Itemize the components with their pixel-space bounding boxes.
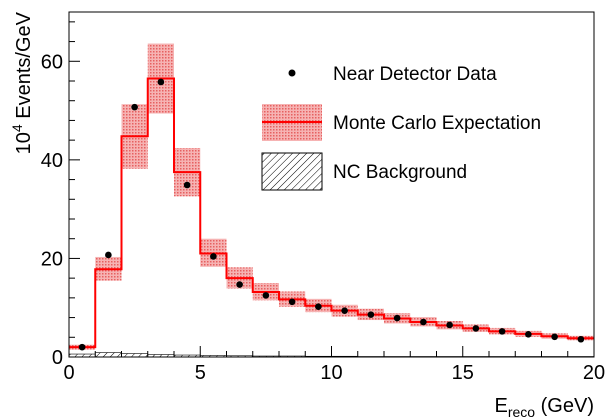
data-point bbox=[472, 325, 480, 332]
data-point bbox=[446, 321, 453, 329]
legend: Near Detector Data Monte Carlo Expectati… bbox=[261, 64, 541, 191]
y-axis-title-rest: Events/GeV bbox=[13, 11, 35, 124]
legend-data-label: Near Detector Data bbox=[333, 64, 497, 85]
data-point bbox=[341, 307, 348, 314]
y-tick-label: 60 bbox=[41, 51, 63, 73]
x-axis-title: Ereco (GeV) bbox=[495, 395, 594, 420]
legend-item-mc: Monte Carlo Expectation bbox=[262, 104, 541, 141]
data-point bbox=[551, 333, 558, 341]
data-points bbox=[78, 78, 585, 351]
y-tick-label: 20 bbox=[41, 248, 63, 270]
data-point bbox=[315, 303, 322, 311]
y-axis-title-sup: 4 bbox=[9, 124, 25, 132]
y-tick-label: 40 bbox=[41, 150, 63, 172]
nc-background-bin bbox=[121, 353, 149, 358]
data-point bbox=[157, 78, 165, 86]
legend-mc-label: Monte Carlo Expectation bbox=[333, 113, 541, 134]
y-axis-title: 104 Events/GeV bbox=[9, 11, 35, 154]
y-tick-label: 0 bbox=[52, 347, 63, 369]
data-point bbox=[525, 331, 532, 338]
data-point bbox=[367, 311, 375, 318]
legend-data-marker bbox=[288, 69, 296, 77]
data-point bbox=[288, 298, 296, 306]
x-axis-title-rest: (GeV) bbox=[535, 395, 594, 417]
data-point bbox=[498, 328, 506, 335]
data-point bbox=[262, 292, 270, 299]
x-tick-label: 5 bbox=[195, 362, 206, 384]
data-point bbox=[131, 103, 138, 111]
legend-nc-swatch bbox=[261, 152, 323, 191]
data-point bbox=[393, 314, 401, 322]
nc-background-bin bbox=[94, 352, 122, 358]
data-point bbox=[236, 281, 243, 288]
x-axis-title-main: E bbox=[495, 395, 508, 417]
legend-nc-label: NC Background bbox=[333, 162, 467, 183]
data-point bbox=[105, 251, 112, 259]
data-point bbox=[183, 181, 191, 189]
x-tick-label: 15 bbox=[452, 362, 474, 384]
data-point bbox=[420, 318, 427, 326]
y-axis-title-main: 10 bbox=[13, 132, 35, 154]
data-point bbox=[78, 343, 86, 351]
x-axis-title-sub: reco bbox=[508, 404, 535, 420]
x-tick-label: 10 bbox=[320, 362, 342, 384]
legend-item-nc: NC Background bbox=[261, 152, 467, 191]
data-point bbox=[210, 253, 217, 260]
x-tick-label: 20 bbox=[583, 362, 605, 384]
data-point bbox=[577, 335, 585, 343]
x-tick-label: 0 bbox=[63, 362, 74, 384]
legend-item-data: Near Detector Data bbox=[288, 64, 497, 85]
axis-ticks: 0 5 10 15 20 0 20 40 60 bbox=[41, 21, 605, 384]
